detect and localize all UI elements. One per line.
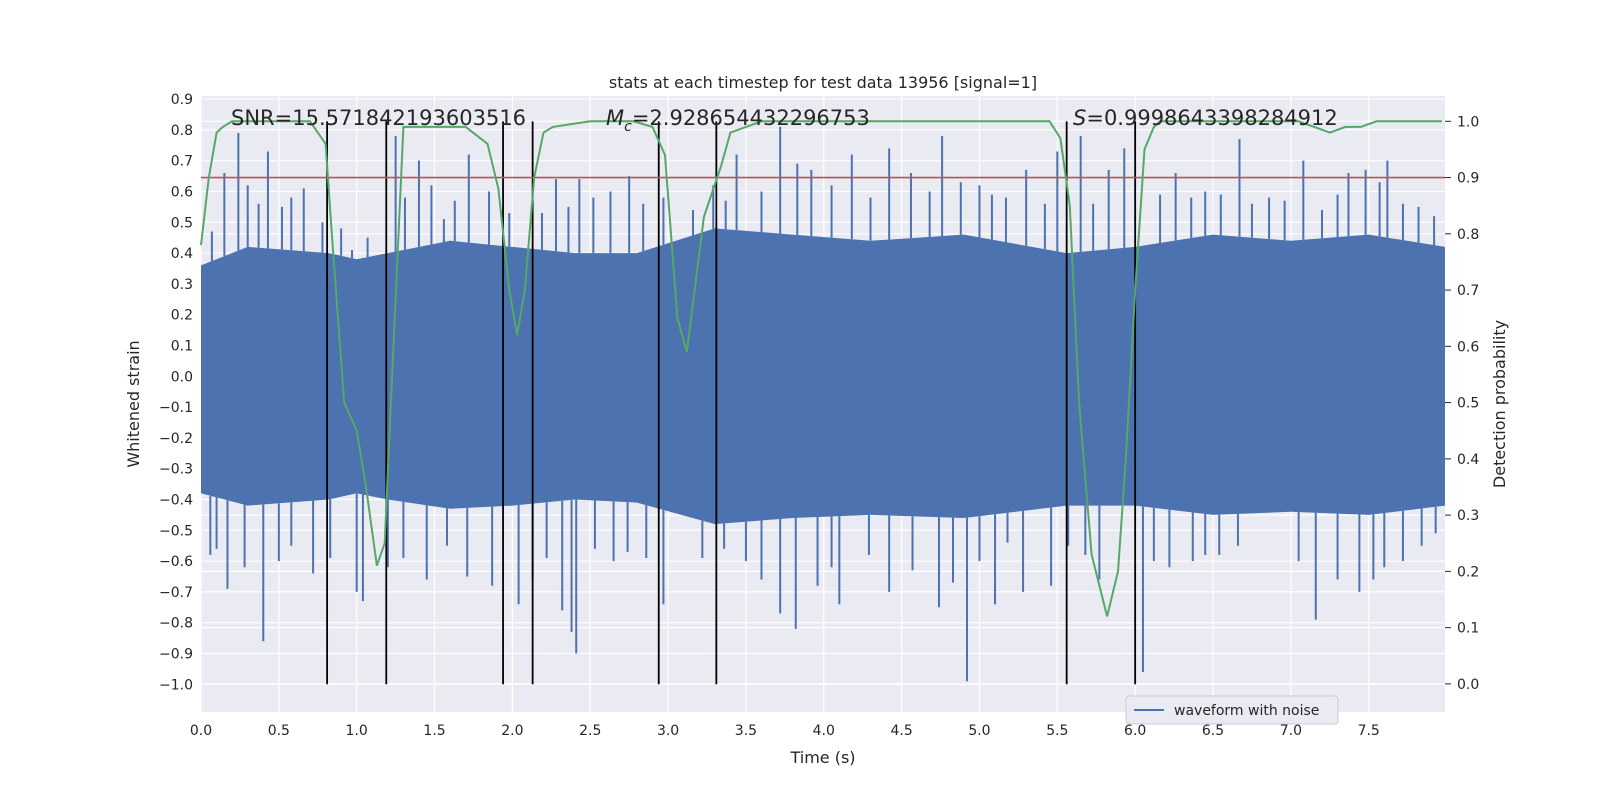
chirp-mass-subscript: c	[624, 119, 632, 135]
y-tick-label-right: 0.1	[1457, 621, 1479, 637]
x-tick-label: 0.5	[268, 723, 290, 739]
x-tick-label: 3.5	[735, 723, 757, 739]
event-markers	[326, 121, 1137, 685]
x-tick-label: 4.5	[890, 723, 912, 739]
y-tick-label-right: 0.6	[1457, 339, 1479, 355]
y-tick-label-left: 0.9	[171, 92, 193, 108]
x-tick-label: 7.5	[1358, 723, 1380, 739]
y-tick-label-right: 0.7	[1457, 283, 1479, 299]
y-tick-label-left: −0.9	[159, 646, 193, 662]
y-tick-label-left: 0.4	[171, 246, 193, 262]
x-tick-label: 5.5	[1046, 723, 1068, 739]
y-tick-label-right: 0.3	[1457, 508, 1479, 524]
chart-title: stats at each timestep for test data 139…	[609, 73, 1037, 92]
y-tick-label-left: −0.8	[159, 616, 193, 632]
x-tick-label: 5.0	[968, 723, 990, 739]
y-tick-label-left: 0.8	[171, 123, 193, 139]
y-axis-label-left: Whitened strain	[124, 340, 143, 467]
y-tick-label-right: 0.9	[1457, 171, 1479, 187]
axis-ticks: 0.0 0.5 1.0 1.5 2.0 2.5 3.0 3.5 4.0 4.5 5.0 5.5 6.0 6…	[159, 92, 1479, 739]
legend-label: waveform with noise	[1174, 703, 1319, 719]
y-tick-label-left: −0.6	[159, 554, 193, 570]
y-tick-label-left: −0.3	[159, 462, 193, 478]
x-tick-label: 7.0	[1280, 723, 1302, 739]
x-tick-label: 0.0	[190, 723, 212, 739]
probability-line	[200, 120, 1442, 617]
y-tick-label-right: 0.2	[1457, 564, 1479, 580]
y-tick-label-left: −0.7	[159, 585, 193, 601]
x-tick-label: 6.0	[1124, 723, 1146, 739]
y-tick-label-left: −0.1	[159, 400, 193, 416]
y-tick-label-left: 0.0	[171, 369, 193, 385]
y-tick-label-right: 0.8	[1457, 227, 1479, 243]
s-annotation: S=0.9998643398284912	[1073, 106, 1338, 130]
y-tick-label-left: 0.3	[171, 277, 193, 293]
y-tick-label-right: 0.4	[1457, 452, 1479, 468]
x-tick-label: 4.0	[813, 723, 835, 739]
snr-annotation: SNR=15.571842193603516	[231, 106, 526, 130]
chirp-mass-annotation: Mc=2.928654432296753	[606, 106, 870, 135]
y-tick-label-left: 0.6	[171, 184, 193, 200]
x-tick-label: 2.0	[501, 723, 523, 739]
x-tick-label: 6.5	[1202, 723, 1224, 739]
legend: waveform with noise	[1125, 695, 1339, 725]
y-tick-label-left: 0.7	[171, 154, 193, 170]
y-tick-label-right: 1.0	[1457, 114, 1479, 130]
x-tick-label: 2.5	[579, 723, 601, 739]
s-symbol: S	[1073, 106, 1086, 130]
y-tick-label-right: 0.0	[1457, 677, 1479, 693]
s-value: =0.9998643398284912	[1086, 106, 1337, 130]
y-tick-label-left: −0.4	[159, 492, 193, 508]
y-tick-label-left: 0.1	[171, 338, 193, 354]
detection-probability-series	[200, 120, 1445, 617]
y-tick-label-right: 0.5	[1457, 396, 1479, 412]
y-tick-label-left: 0.5	[171, 215, 193, 231]
y-tick-label-left: −1.0	[159, 677, 193, 693]
legend-box	[1125, 695, 1339, 725]
x-tick-label: 3.0	[657, 723, 679, 739]
chirp-mass-symbol: M	[606, 106, 624, 130]
chirp-mass-value: =2.928654432296753	[632, 106, 870, 130]
y-tick-label-left: −0.5	[159, 523, 193, 539]
x-axis-label: Time (s)	[789, 748, 855, 767]
y-tick-label-left: 0.2	[171, 308, 193, 324]
y-axis-label-right: Detection probability	[1490, 320, 1509, 488]
x-tick-label: 1.5	[423, 723, 445, 739]
x-tick-label: 1.0	[346, 723, 368, 739]
y-tick-label-left: −0.2	[159, 431, 193, 447]
